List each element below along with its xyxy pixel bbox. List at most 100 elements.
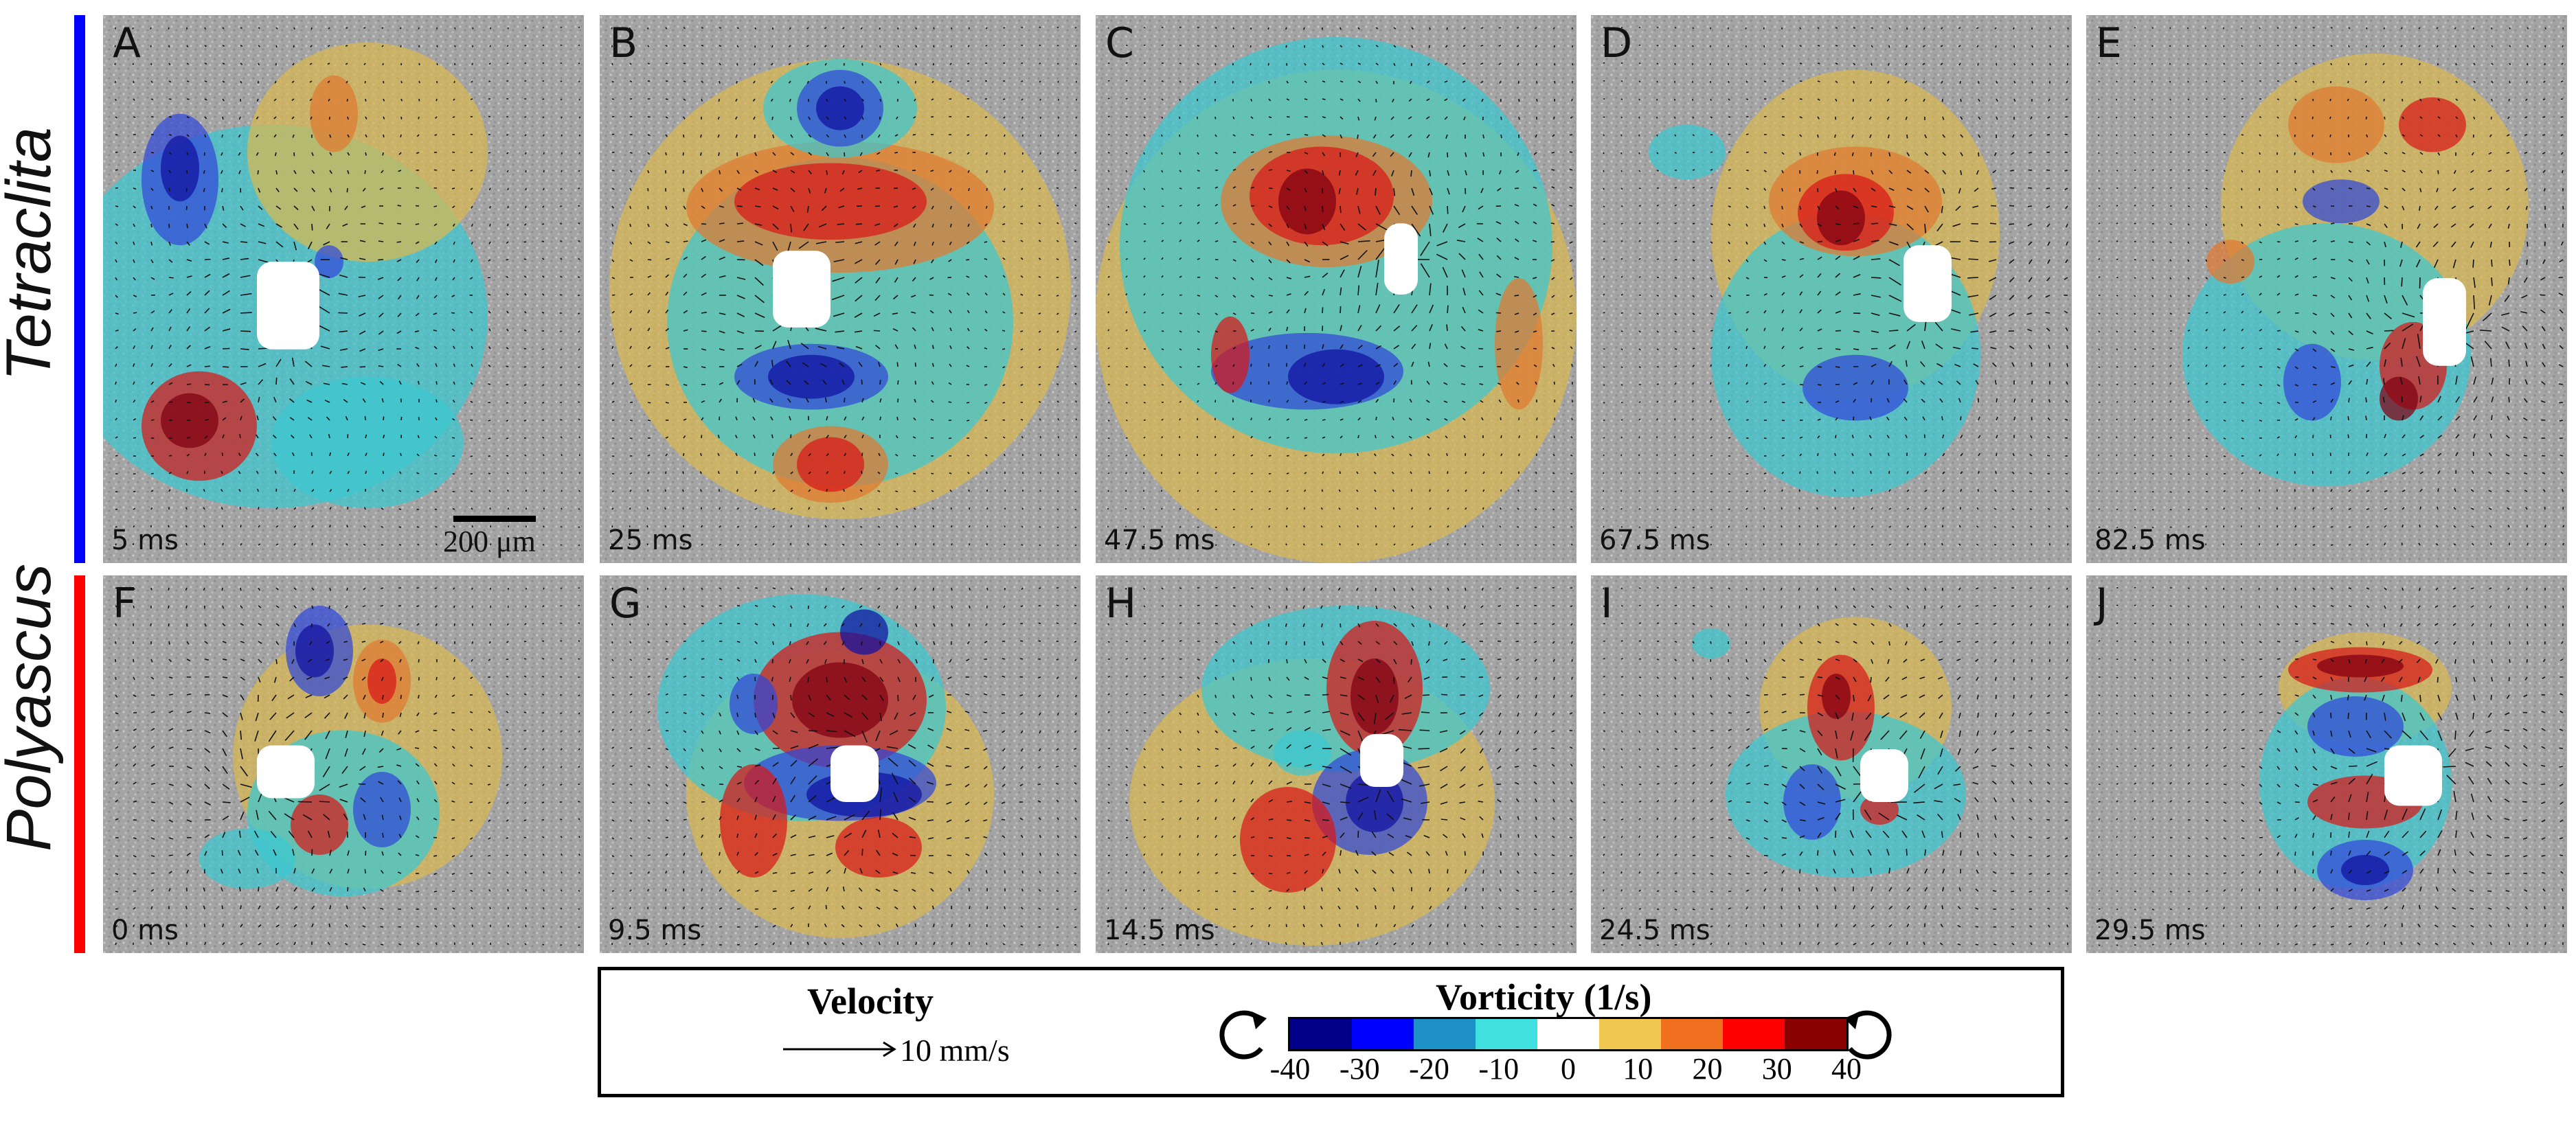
panel-timestamp: 25 ms <box>608 525 693 556</box>
vorticity-region <box>1274 730 1331 776</box>
appendage-tip <box>1903 245 1952 322</box>
panel-letter: C <box>1105 19 1134 67</box>
ccw-rotation-icon <box>1216 1006 1275 1065</box>
vorticity-region <box>199 828 295 889</box>
colorbar-tick-label: 0 <box>1561 1052 1576 1086</box>
vorticity-region <box>1803 354 1908 421</box>
vorticity-region <box>315 245 343 279</box>
vorticity-region <box>2307 696 2404 757</box>
panel-e: E 82.5 ms <box>2086 15 2567 563</box>
panel-j: J 29.5 ms <box>2086 575 2567 953</box>
vorticity-field <box>600 575 1081 953</box>
panel-timestamp: 0 ms <box>111 915 179 946</box>
colorbar-ticks: -40 -30 -20 -10 0 10 20 30 40 <box>1270 1051 1862 1086</box>
row-bar-tetraclita <box>74 15 85 563</box>
vorticity-region <box>797 437 864 492</box>
velocity-title: Velocity <box>807 981 934 1022</box>
colorbar-tick-label: 10 <box>1623 1052 1653 1086</box>
panel-h: H 14.5 ms <box>1096 575 1577 953</box>
vorticity-region <box>720 764 787 878</box>
row-label-polyascus: Polyascus <box>0 563 64 851</box>
vorticity-region <box>734 163 927 240</box>
velocity-reference-label: 10 mm/s <box>900 1033 1010 1068</box>
vorticity-region <box>1649 124 1726 180</box>
vorticity-region <box>792 662 888 738</box>
appendage-tip <box>2423 278 2466 366</box>
panel-letter: J <box>2096 580 2108 628</box>
vorticity-region <box>2380 376 2418 421</box>
scale-bar-label: 200 μm <box>443 525 536 558</box>
vorticity-region <box>1817 190 1865 246</box>
vorticity-field <box>1591 575 2072 953</box>
panel-b: B 25 ms <box>600 15 1081 563</box>
vorticity-region <box>1288 349 1384 404</box>
vorticity-region <box>1783 764 1841 840</box>
velocity-vectors <box>1603 586 2068 946</box>
panel-c: C 47.5 ms <box>1096 15 1577 563</box>
panel-letter: B <box>609 19 638 67</box>
vorticity-region <box>295 624 334 678</box>
appendage-tip <box>257 262 319 350</box>
colorbar-tick-label: 40 <box>1831 1052 1862 1086</box>
appendage-tip <box>773 251 831 328</box>
colorbar-cell <box>1476 1019 1537 1049</box>
vorticity-region <box>247 42 488 262</box>
panel-letter: G <box>609 580 642 628</box>
vorticity-field <box>2086 575 2567 953</box>
vorticity-field <box>1096 15 1577 563</box>
vorticity-region <box>310 75 358 152</box>
velocity-vectors <box>2098 586 2564 946</box>
scale-bar <box>453 516 536 522</box>
panel-f: F 0 ms <box>103 575 584 953</box>
vorticity-region <box>768 354 855 399</box>
vorticity-region <box>161 135 199 202</box>
velocity-vectors <box>2098 26 2564 547</box>
panel-timestamp: 47.5 ms <box>1104 525 1215 556</box>
panel-timestamp: 82.5 ms <box>2094 525 2206 556</box>
vorticity-region <box>2206 240 2255 284</box>
panel-timestamp: 5 ms <box>111 525 179 556</box>
vorticity-region <box>1495 278 1543 410</box>
vorticity-region <box>1240 787 1336 893</box>
panel-d: D 67.5 ms <box>1591 15 2072 563</box>
appendage-tip <box>257 745 315 799</box>
vorticity-region <box>353 772 411 847</box>
colorbar-cell <box>1599 1019 1661 1049</box>
vorticity-field <box>103 15 584 563</box>
colorbar-cell <box>1290 1019 1352 1049</box>
vorticity-region <box>840 609 888 655</box>
panel-a: A 5 ms 200 μm <box>103 15 584 563</box>
vorticity-region <box>2317 654 2404 678</box>
panel-i: I 24.5 ms <box>1591 575 2072 953</box>
colorbar-cell <box>1414 1019 1476 1049</box>
vorticity-field <box>600 15 1081 563</box>
appendage-tip <box>2384 745 2442 806</box>
colorbar-tick-label: -10 <box>1478 1052 1519 1086</box>
vorticity-region <box>1351 659 1399 734</box>
colorbar-tick-label: -40 <box>1269 1052 1311 1086</box>
panel-timestamp: 24.5 ms <box>1599 915 1710 946</box>
vorticity-region <box>2341 855 2389 885</box>
legend-box: Velocity 10 mm/s Vorticity (1/s) -40 -30-… <box>598 967 2064 1097</box>
vorticity-title: Vorticity (1/s) <box>1436 976 1652 1018</box>
colorbar-cell <box>1661 1019 1723 1049</box>
velocity-vectors <box>115 587 580 946</box>
panel-letter: H <box>1105 580 1137 628</box>
vorticity-region <box>2303 179 2380 224</box>
colorbar-cell <box>1537 1019 1599 1049</box>
vorticity-field <box>1591 15 2072 563</box>
panel-letter: E <box>2096 19 2122 67</box>
panel-timestamp: 9.5 ms <box>608 915 702 946</box>
appendage-tip <box>1360 734 1403 787</box>
colorbar-tick-label: -20 <box>1409 1052 1449 1086</box>
colorbar-cell <box>1352 1019 1414 1049</box>
panel-letter: I <box>1601 580 1613 628</box>
panel-letter: F <box>113 580 137 628</box>
panel-timestamp: 67.5 ms <box>1599 525 1710 556</box>
vorticity-colorbar <box>1288 1017 1849 1051</box>
colorbar-tick-label: 30 <box>1761 1052 1792 1086</box>
vorticity-region <box>816 86 864 130</box>
appendage-tip <box>831 745 879 802</box>
vorticity-region <box>1278 168 1336 235</box>
vorticity-region <box>730 674 778 734</box>
